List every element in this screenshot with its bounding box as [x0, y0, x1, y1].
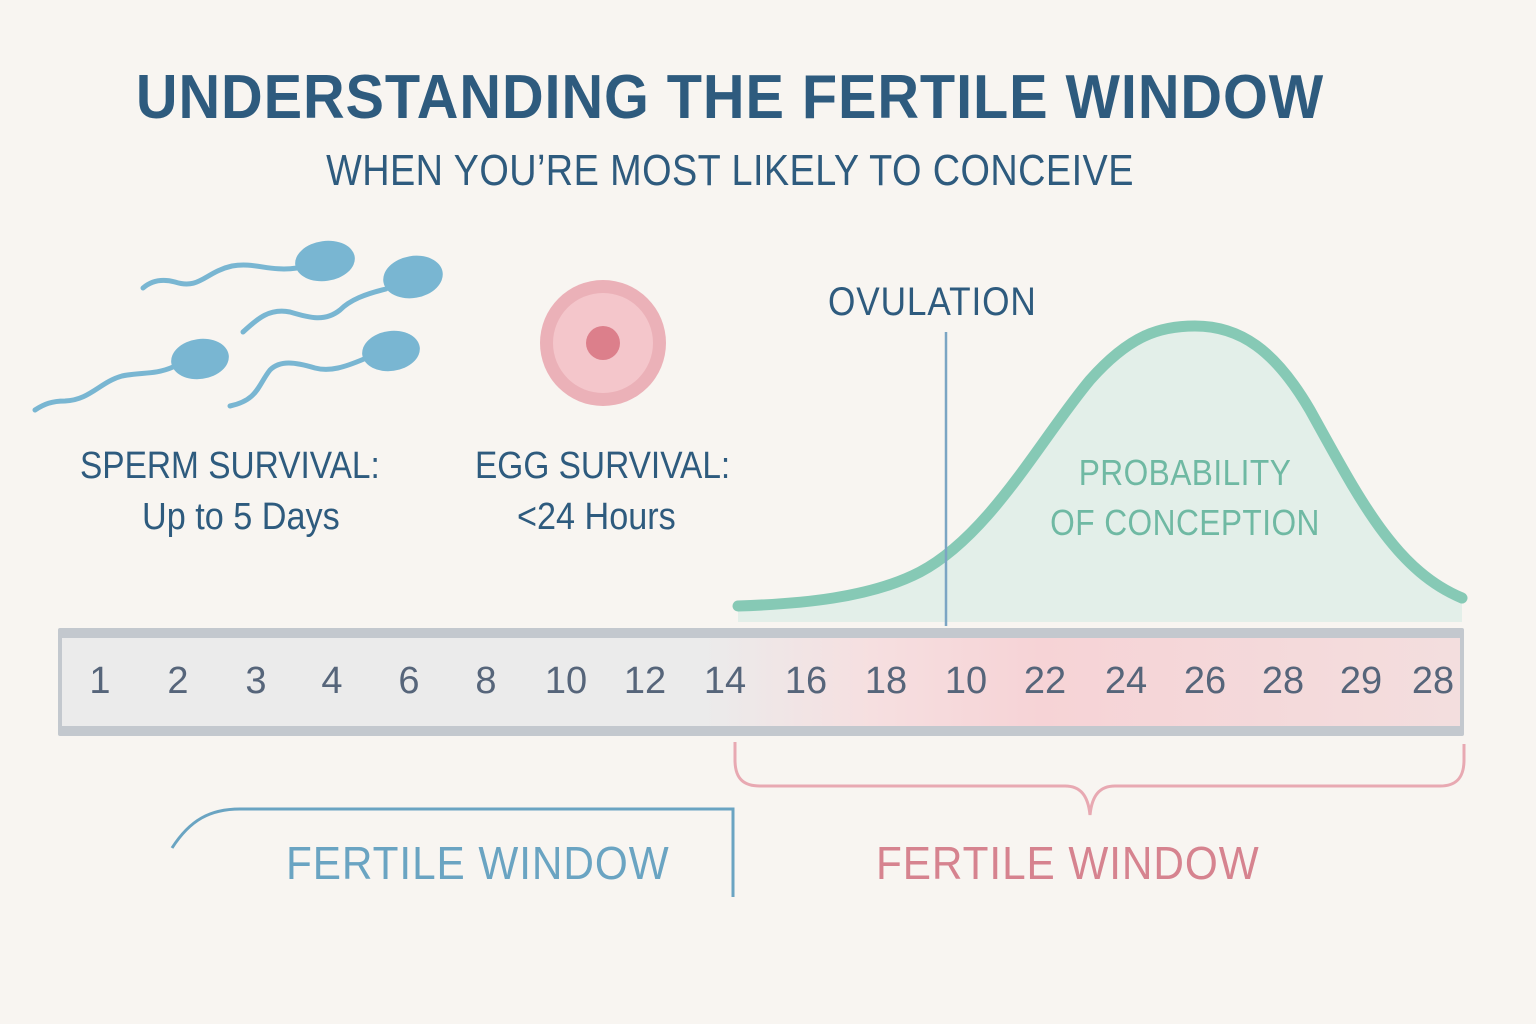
day-label: 12 — [623, 660, 667, 702]
egg-survival-value: <24 Hours — [517, 496, 676, 538]
sperm-survival-value: Up to 5 Days — [142, 496, 340, 538]
day-label: 26 — [1183, 660, 1227, 702]
day-label: 28 — [1261, 660, 1305, 702]
day-label: 18 — [864, 660, 908, 702]
day-label: 10 — [944, 660, 988, 702]
day-label: 1 — [89, 660, 111, 702]
probability-curve — [732, 320, 1468, 626]
day-label: 3 — [245, 660, 267, 702]
day-label: 29 — [1339, 660, 1383, 702]
day-label: 14 — [703, 660, 747, 702]
fertile-window-label-pink: FERTILE WINDOW — [876, 837, 1260, 889]
probability-label-line2: OF CONCEPTION — [1050, 502, 1320, 543]
day-label: 10 — [544, 660, 588, 702]
day-label: 8 — [475, 660, 497, 702]
day-label: 2 — [167, 660, 189, 702]
sperm-icon — [32, 240, 443, 413]
page-title: UNDERSTANDING THE FERTILE WINDOW — [135, 63, 1325, 132]
day-label: 28 — [1411, 660, 1455, 702]
fertile-window-brackets — [170, 742, 1466, 897]
blue-bracket — [170, 807, 735, 897]
day-label: 22 — [1023, 660, 1067, 702]
page-subtitle: WHEN YOU’RE MOST LIKELY TO CONCEIVE — [326, 146, 1134, 195]
day-label: 6 — [398, 660, 420, 702]
day-label: 4 — [321, 660, 343, 702]
day-label: 24 — [1104, 660, 1148, 702]
ovulation-label: OVULATION — [828, 280, 1037, 324]
cycle-timeline — [58, 628, 1464, 736]
sperm-survival-heading: SPERM SURVIVAL: — [80, 445, 380, 487]
egg-icon — [540, 280, 666, 406]
pink-brace — [733, 742, 1466, 816]
day-label: 16 — [784, 660, 828, 702]
egg-survival-heading: EGG SURVIVAL: — [475, 445, 731, 487]
fertile-window-label-blue: FERTILE WINDOW — [286, 837, 670, 889]
timeline-track — [62, 638, 1460, 726]
probability-label-line1: PROBABILITY — [1078, 452, 1292, 493]
